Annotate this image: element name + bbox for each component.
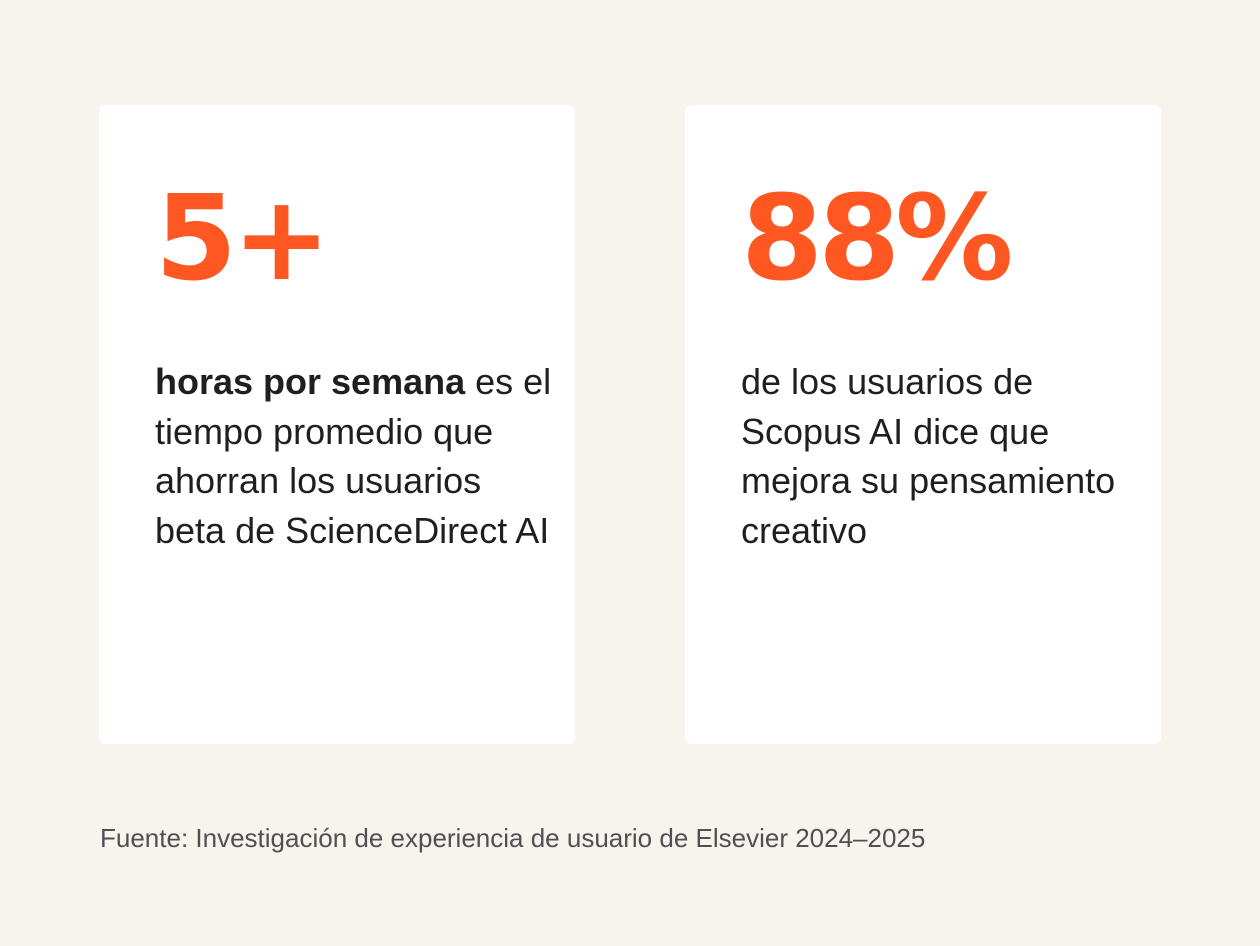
- stat-description: de los usuarios de Scopus AI dice que me…: [741, 357, 1141, 555]
- stat-value: 5+: [155, 169, 331, 307]
- stat-description: horas por semana es el tiempo promedio q…: [155, 357, 555, 555]
- stat-card-scopus: 88% de los usuarios de Scopus AI dice qu…: [685, 105, 1161, 744]
- stat-card-sciencedirect: 5+ horas por semana es el tiempo promedi…: [99, 105, 575, 744]
- stat-description-bold: horas por semana: [155, 361, 466, 402]
- stat-description-text: de los usuarios de Scopus AI dice que me…: [741, 361, 1116, 551]
- stat-description-text: es el tiempo promedio que ahorran los us…: [155, 361, 552, 551]
- source-note: Fuente: Investigación de experiencia de …: [100, 823, 926, 853]
- stat-value: 88%: [741, 169, 1013, 307]
